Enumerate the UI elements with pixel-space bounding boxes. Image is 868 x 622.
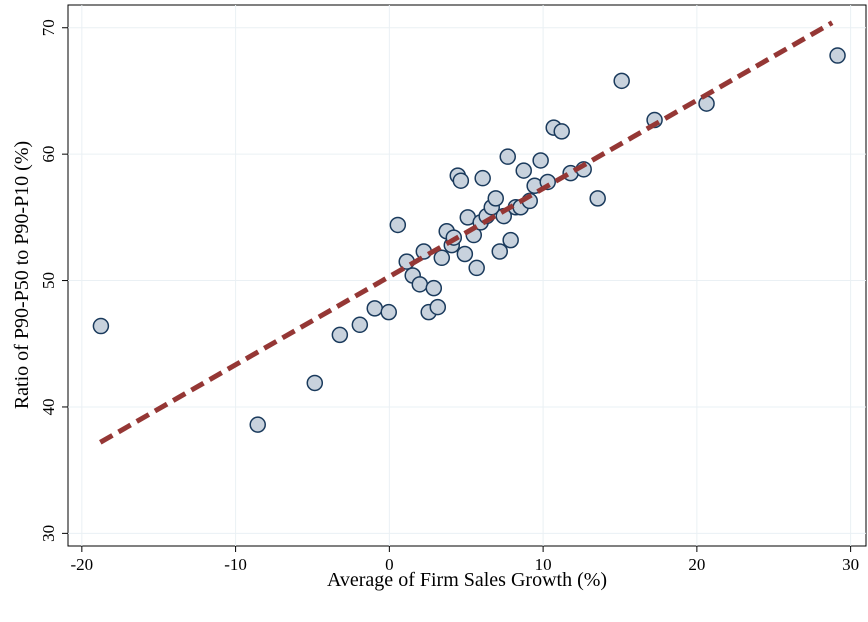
- scatter-point: [306, 374, 324, 392]
- scatter-point: [829, 47, 846, 64]
- scatter-point: [499, 148, 516, 165]
- x-tick-label: -20: [71, 555, 94, 574]
- scatter-point: [502, 231, 519, 249]
- scatter-point: [249, 416, 266, 433]
- scatter-point: [589, 190, 606, 207]
- scatter-point: [532, 152, 549, 169]
- y-tick-label: 40: [39, 398, 58, 415]
- x-tick-label: 20: [688, 555, 705, 574]
- scatter-point: [433, 249, 451, 267]
- x-tick-label: 10: [535, 555, 552, 574]
- scatter-point: [613, 72, 630, 90]
- scatter-point: [380, 303, 397, 321]
- scatter-point: [474, 169, 491, 187]
- scatter-point: [553, 123, 570, 140]
- scatter-point: [491, 243, 509, 260]
- scatter-point: [351, 316, 369, 334]
- scatter-point: [698, 95, 715, 112]
- scatter-point: [452, 172, 470, 189]
- y-tick-label: 60: [39, 146, 58, 163]
- y-tick-label: 30: [39, 525, 58, 542]
- scatter-point: [425, 279, 443, 297]
- scatter-point: [429, 298, 447, 316]
- y-tick-label: 70: [39, 19, 58, 36]
- scatter-point: [411, 276, 429, 293]
- scatter-point: [331, 326, 349, 344]
- scatter-point: [366, 300, 383, 317]
- scatter-point: [515, 162, 532, 179]
- x-tick-label: 0: [385, 555, 394, 574]
- x-axis-label: Average of Firm Sales Growth (%): [327, 569, 607, 591]
- scatter-point: [389, 216, 407, 234]
- fit-line: [99, 20, 834, 445]
- y-tick-label: 50: [39, 272, 58, 289]
- scatter-point: [487, 190, 505, 207]
- plot-frame: [67, 4, 867, 547]
- scatter-point: [468, 259, 485, 277]
- y-axis-label: Ratio of P90-P50 to P90-P10 (%): [11, 141, 33, 409]
- scatter-point: [92, 317, 110, 335]
- x-tick-label: -10: [224, 555, 247, 574]
- x-tick-label: 30: [842, 555, 859, 574]
- scatter-point: [456, 245, 474, 263]
